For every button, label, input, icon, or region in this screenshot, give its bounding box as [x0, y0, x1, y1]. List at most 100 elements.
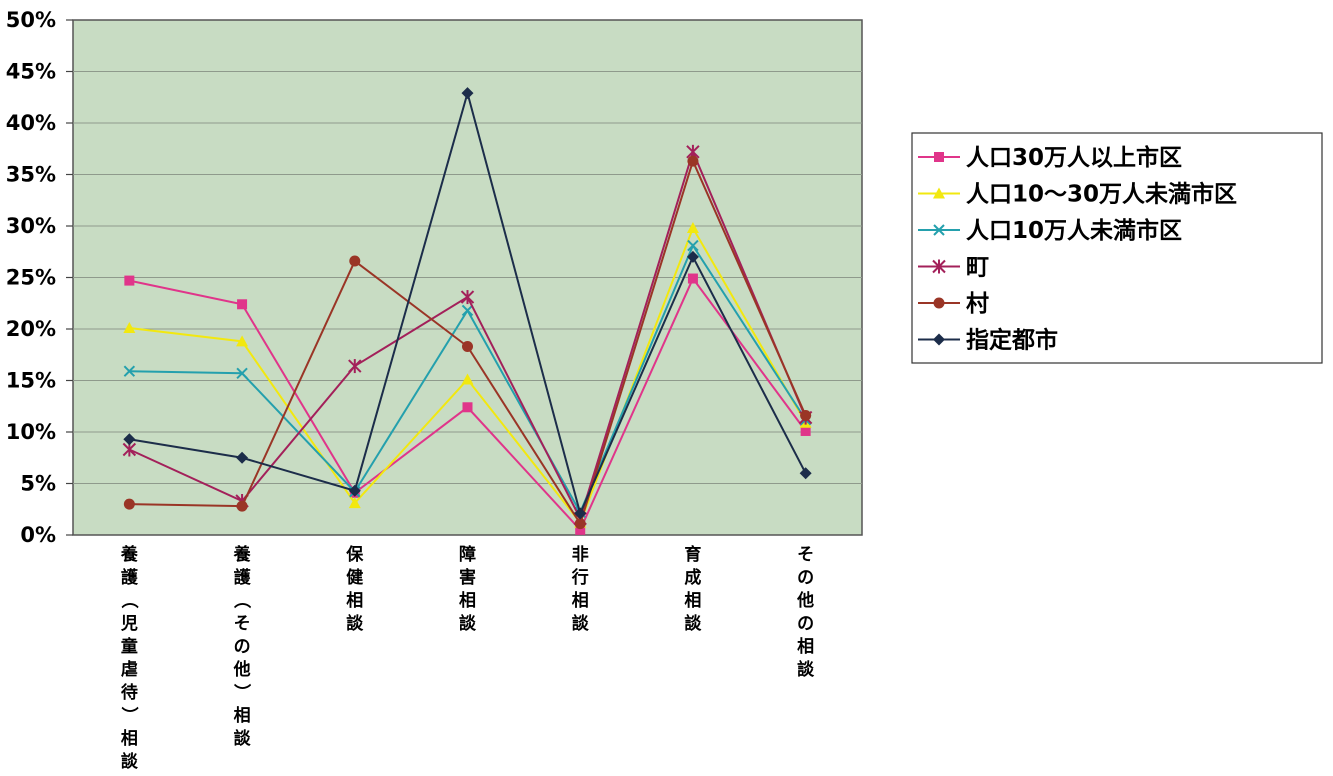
data-point	[686, 250, 699, 263]
x-tick-char: 養	[120, 544, 138, 565]
legend-box	[911, 132, 1323, 364]
x-tick-char: 談	[459, 613, 477, 634]
x-tick-char: 他	[796, 590, 814, 611]
x-tick-char: 談	[346, 613, 364, 634]
legend-item: 人口10～30万人未満市区	[918, 181, 1237, 208]
x-tick-char: 相	[684, 590, 701, 611]
data-point	[237, 299, 248, 310]
y-tick-label: 30%	[6, 214, 56, 238]
y-tick-label: 15%	[6, 369, 56, 393]
legend-item: 人口10万人未満市区	[918, 217, 1182, 244]
data-point	[574, 507, 587, 520]
x-tick-char: 談	[797, 659, 815, 680]
data-point	[933, 187, 945, 199]
x-tick-char: の	[797, 614, 814, 634]
data-point	[461, 87, 474, 100]
data-point	[460, 290, 475, 305]
x-tick-char: 談	[684, 613, 702, 634]
x-tick-char: 相	[572, 590, 589, 611]
data-point	[348, 359, 362, 374]
data-point	[686, 222, 699, 234]
legend-item: 人口30万人以上市区	[918, 144, 1182, 171]
x-tick-char: 保	[345, 544, 364, 565]
x-tick-char: 他	[233, 659, 251, 680]
x-tick-char: 相	[797, 636, 814, 657]
data-point	[687, 273, 698, 284]
data-point	[933, 333, 945, 346]
data-point	[236, 451, 249, 464]
y-tick-label: 35%	[6, 163, 56, 187]
data-point	[348, 484, 361, 497]
data-point	[933, 224, 945, 236]
legend-item: 町	[918, 255, 989, 281]
data-point	[123, 365, 136, 377]
x-tick-char: 談	[572, 613, 590, 634]
x-axis-ticks: 養護（児童虐待）相談養護（その他）相談保健相談障害相談非行相談育成相談その他の相…	[118, 544, 815, 772]
data-point	[461, 373, 474, 385]
y-axis-ticks: 0% 5% 10% 15% 20% 25% 30% 35% 40% 45% 50%	[6, 8, 73, 547]
y-tick-label: 10%	[6, 420, 56, 444]
legend-label: 人口30万人以上市区	[966, 144, 1182, 171]
x-tick-char: そ	[234, 614, 251, 634]
legend-item: 村	[918, 291, 989, 317]
data-point	[799, 467, 812, 480]
y-tick-label: 45%	[6, 60, 56, 84]
legend-label: 人口10万人未満市区	[966, 217, 1182, 244]
x-tick-char: 護	[234, 567, 252, 588]
x-tick-char: ）	[118, 707, 139, 724]
x-tick-char: 育	[684, 544, 701, 565]
x-tick-char: 障	[459, 544, 476, 565]
data-point	[461, 304, 474, 317]
series-group	[122, 87, 813, 535]
x-tick-char: 害	[459, 567, 476, 588]
y-tick-label: 20%	[6, 317, 56, 341]
data-point	[462, 402, 473, 413]
legend-label: 村	[966, 291, 989, 317]
x-tick-char: （	[118, 592, 139, 609]
data-point	[123, 498, 135, 510]
x-tick-label: 養護 （ その他 ） 相談	[231, 544, 252, 749]
data-point	[934, 152, 944, 162]
data-point	[933, 297, 945, 309]
x-tick-char: 護	[121, 567, 139, 588]
data-point	[800, 425, 811, 436]
x-tick-char: 談	[234, 728, 252, 749]
y-tick-label: 50%	[6, 8, 56, 32]
data-point	[462, 341, 473, 353]
data-point	[800, 410, 812, 422]
legend-label: 人口10～30万人未満市区	[966, 181, 1237, 208]
data-point	[348, 497, 361, 509]
x-tick-char: の	[234, 637, 251, 657]
x-tick-char: 相	[234, 705, 251, 726]
y-tick-label: 5%	[20, 472, 56, 496]
x-tick-char: 待	[121, 682, 138, 703]
data-point	[123, 433, 136, 446]
legend-item: 指定都市	[918, 327, 1058, 354]
data-point	[236, 335, 249, 347]
data-point	[932, 259, 946, 274]
x-tick-char: 童	[121, 636, 138, 657]
x-tick-char: 相	[346, 590, 363, 611]
data-point	[687, 155, 699, 167]
x-tick-char: 行	[571, 567, 589, 588]
x-tick-char: 相	[121, 728, 138, 749]
legend-label: 町	[966, 255, 989, 281]
y-tick-label: 25%	[6, 266, 56, 290]
x-tick-char: 児	[120, 614, 138, 634]
y-tick-label: 0%	[20, 523, 56, 547]
data-point	[236, 500, 248, 512]
x-tick-char: （	[231, 592, 252, 609]
x-tick-char: 虐	[121, 659, 138, 680]
legend-label: 指定都市	[966, 327, 1058, 354]
x-tick-char: ）	[231, 684, 252, 701]
x-tick-char: 養	[233, 544, 251, 565]
